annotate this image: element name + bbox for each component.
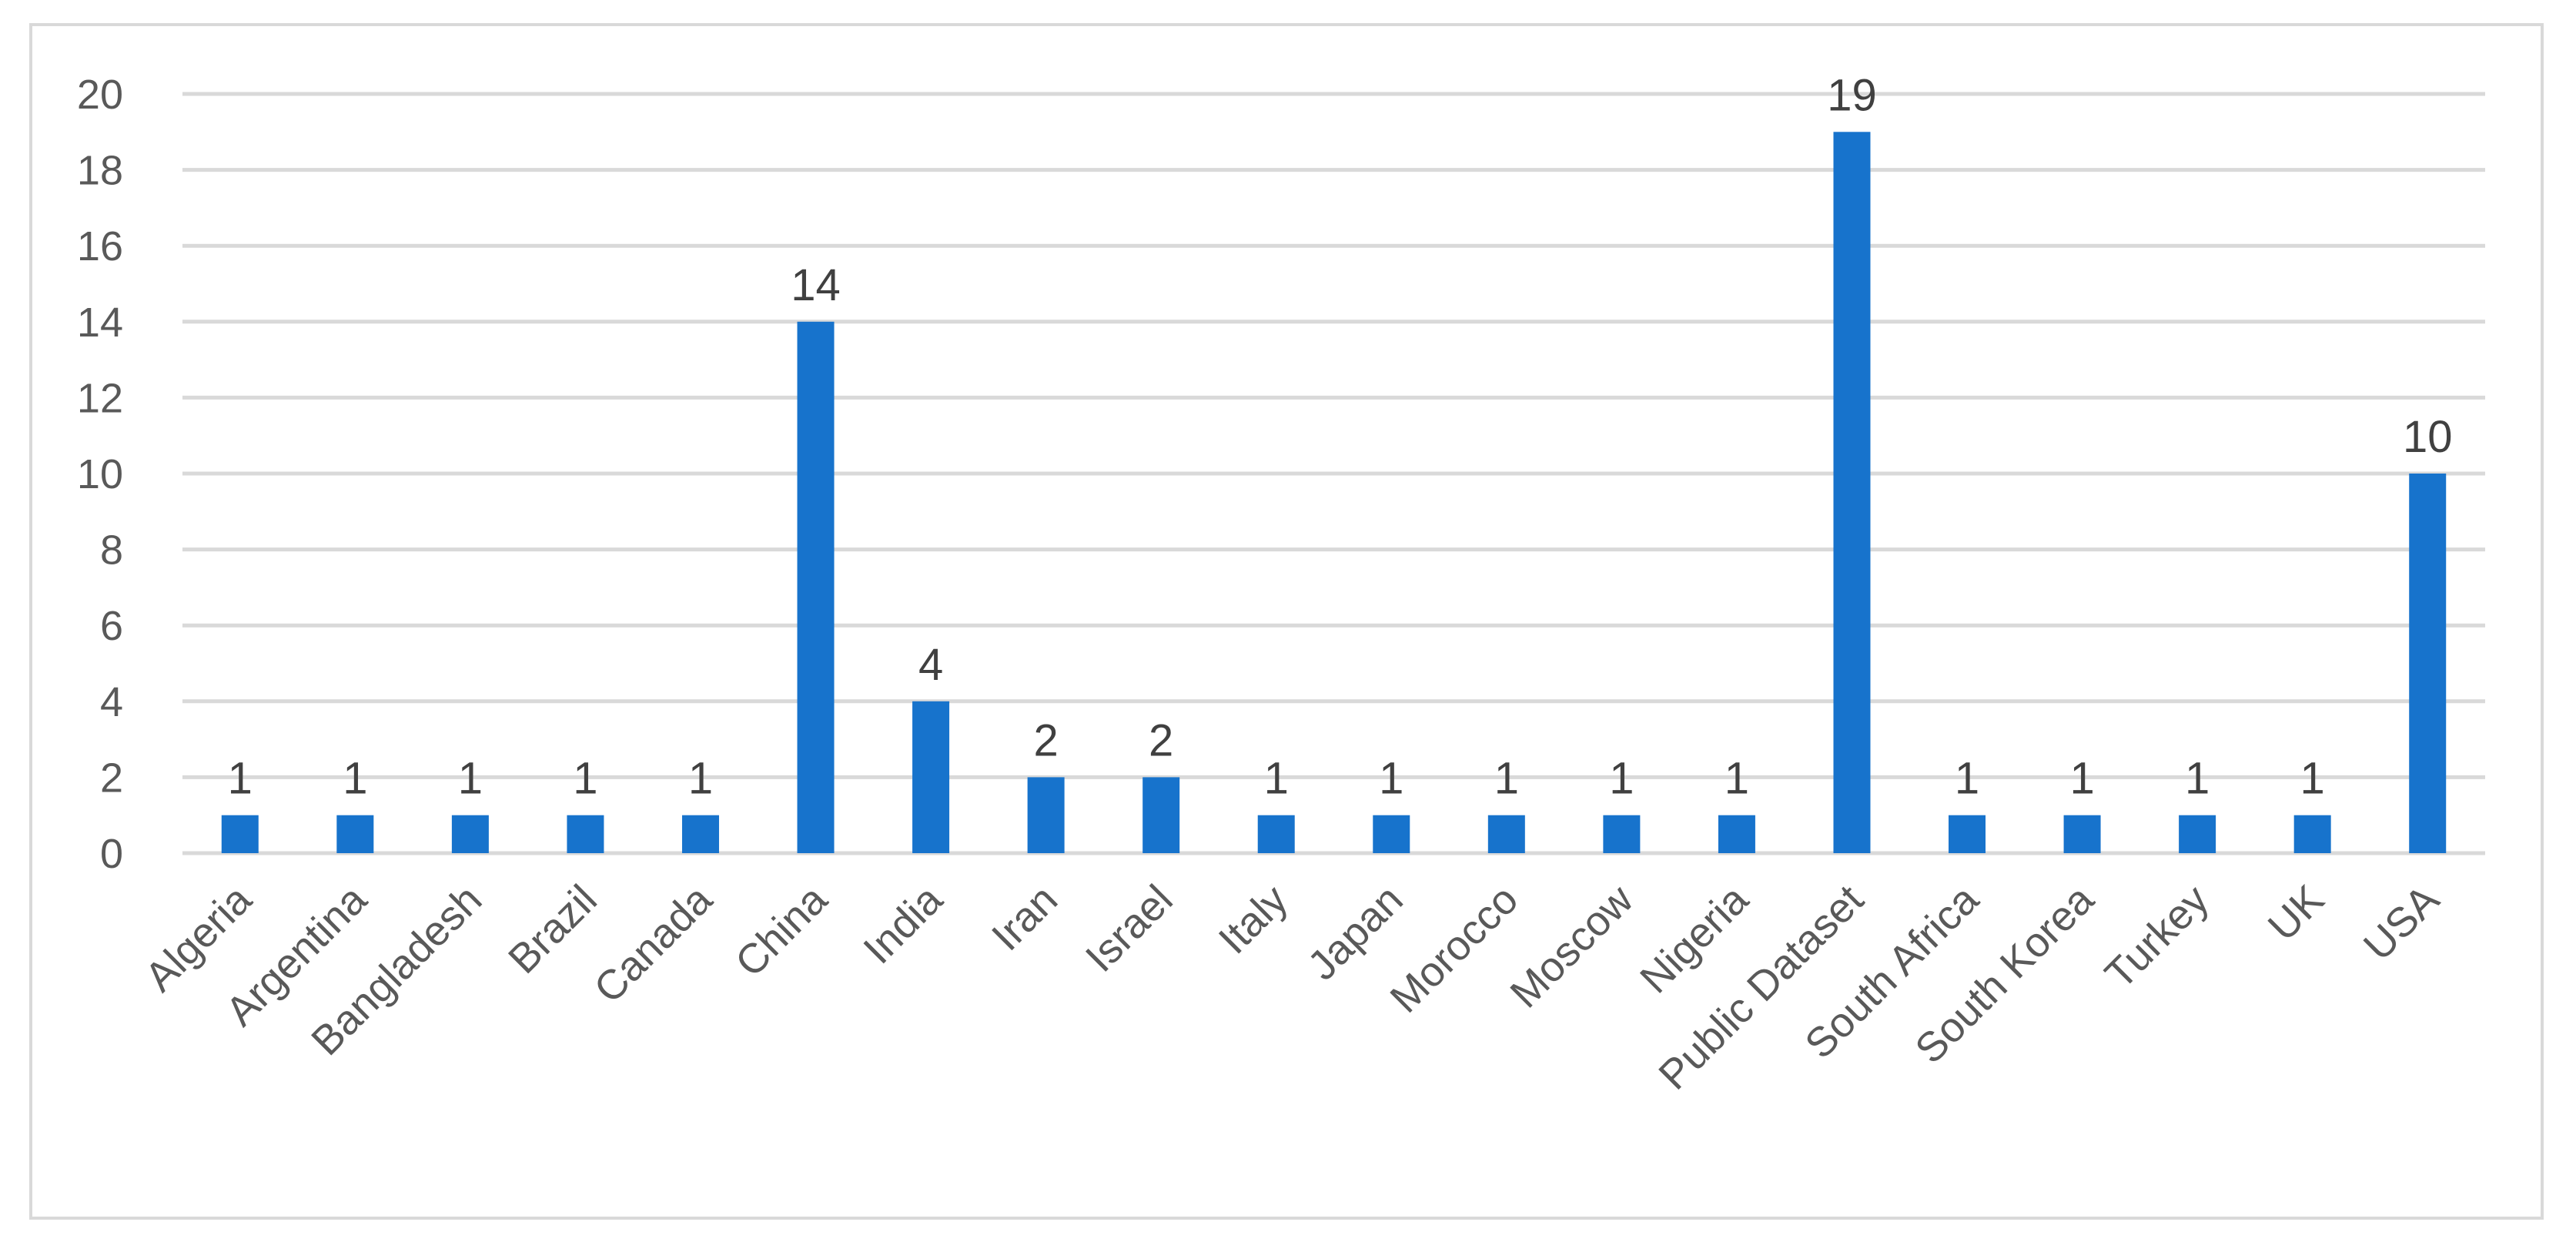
- data-label: 4: [918, 640, 943, 690]
- bar: [2179, 815, 2216, 853]
- data-label: 1: [228, 754, 253, 804]
- x-tick-label: Morocco: [1381, 876, 1527, 1022]
- y-tick-label: 4: [100, 679, 123, 725]
- bar: [912, 701, 950, 853]
- bar: [567, 815, 604, 853]
- bar: [1949, 815, 1986, 853]
- bar: [1373, 815, 1410, 853]
- bar: [2293, 815, 2331, 853]
- y-tick-label: 20: [77, 72, 123, 118]
- y-tick-label: 0: [100, 831, 123, 877]
- bar: [1257, 815, 1295, 853]
- data-label: 1: [1609, 754, 1634, 804]
- data-label: 1: [1494, 754, 1519, 804]
- gridlines: [182, 92, 2485, 855]
- data-label: 1: [343, 754, 367, 804]
- bar: [797, 321, 835, 853]
- y-axis-ticks: 0 2 4 6 8 10 12 14 16 18 20: [77, 72, 123, 877]
- data-label: 1: [1955, 754, 1979, 804]
- y-tick-label: 12: [77, 375, 123, 421]
- y-tick-label: 10: [77, 451, 123, 497]
- bar: [1027, 777, 1065, 853]
- data-label: 19: [1827, 70, 1877, 120]
- chart-frame: [29, 23, 2544, 1220]
- x-tick-label: UK: [2260, 876, 2333, 949]
- bar: [451, 815, 489, 853]
- data-label: 1: [2185, 754, 2210, 804]
- bar: [1603, 815, 1641, 853]
- data-labels: 1 1 1 1 1 14 4 2 2 1 1 1 1 1 19 1 1 1 1 10: [228, 70, 2453, 803]
- data-label: 1: [1264, 754, 1289, 804]
- data-label: 1: [1379, 754, 1403, 804]
- data-label: 10: [2403, 412, 2453, 462]
- y-tick-label: 16: [77, 223, 123, 269]
- y-tick-label: 2: [100, 755, 123, 801]
- y-tick-label: 18: [77, 148, 123, 194]
- y-tick-label: 8: [100, 527, 123, 574]
- bar: [221, 815, 259, 853]
- y-tick-label: 6: [100, 603, 123, 649]
- bar: [1142, 777, 1180, 853]
- x-tick-label: Italy: [1210, 876, 1296, 962]
- x-tick-label: Public Dataset: [1650, 876, 1872, 1099]
- data-label: 1: [688, 754, 713, 804]
- bar: [336, 815, 374, 853]
- data-label: 2: [1149, 715, 1173, 765]
- data-label: 1: [1725, 754, 1749, 804]
- data-label: 1: [573, 754, 597, 804]
- bar: [2063, 815, 2101, 853]
- x-tick-label: Moscow: [1501, 875, 1642, 1016]
- data-label: 1: [2300, 754, 2325, 804]
- x-tick-label: Japan: [1299, 876, 1411, 989]
- x-tick-label: Israel: [1077, 876, 1182, 981]
- x-tick-label: Turkey: [2096, 876, 2218, 998]
- bar: [1487, 815, 1525, 853]
- x-tick-label: Canada: [585, 875, 721, 1012]
- bar: [681, 815, 719, 853]
- data-label: 14: [791, 260, 841, 310]
- x-tick-label: Iran: [983, 876, 1066, 959]
- x-tick-label: USA: [2355, 876, 2448, 969]
- bar: [1718, 815, 1755, 853]
- y-tick-label: 14: [77, 300, 123, 346]
- data-label: 2: [1033, 715, 1058, 765]
- x-tick-label: India: [855, 875, 952, 973]
- data-label: 1: [458, 754, 483, 804]
- data-label: 1: [2069, 754, 2094, 804]
- bar: [1833, 132, 1871, 854]
- bars: [221, 132, 2447, 854]
- bar: [2409, 474, 2447, 853]
- x-tick-label: China: [727, 875, 837, 986]
- x-tick-label: Brazil: [500, 876, 606, 983]
